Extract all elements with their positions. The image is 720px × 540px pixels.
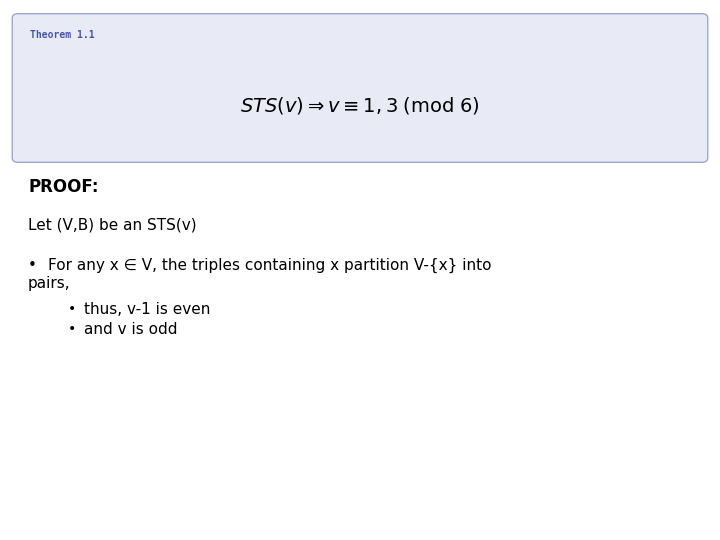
Text: •: •: [28, 258, 37, 273]
Text: For any x ∈ V, the triples containing x partition V-{x} into: For any x ∈ V, the triples containing x …: [48, 258, 492, 273]
Text: $STS(v) \Rightarrow v \equiv 1, 3 \;(\mathrm{mod}\;6)$: $STS(v) \Rightarrow v \equiv 1, 3 \;(\ma…: [240, 94, 480, 116]
Text: Theorem 1.1: Theorem 1.1: [30, 30, 94, 40]
Text: PROOF:: PROOF:: [28, 178, 99, 196]
FancyBboxPatch shape: [12, 14, 708, 163]
Text: and v is odd: and v is odd: [84, 322, 178, 337]
Text: •: •: [68, 302, 76, 316]
Text: thus, v-1 is even: thus, v-1 is even: [84, 302, 210, 317]
Text: •: •: [68, 322, 76, 336]
Text: pairs,: pairs,: [28, 276, 71, 291]
Text: Let (V,B) be an STS(v): Let (V,B) be an STS(v): [28, 218, 197, 233]
